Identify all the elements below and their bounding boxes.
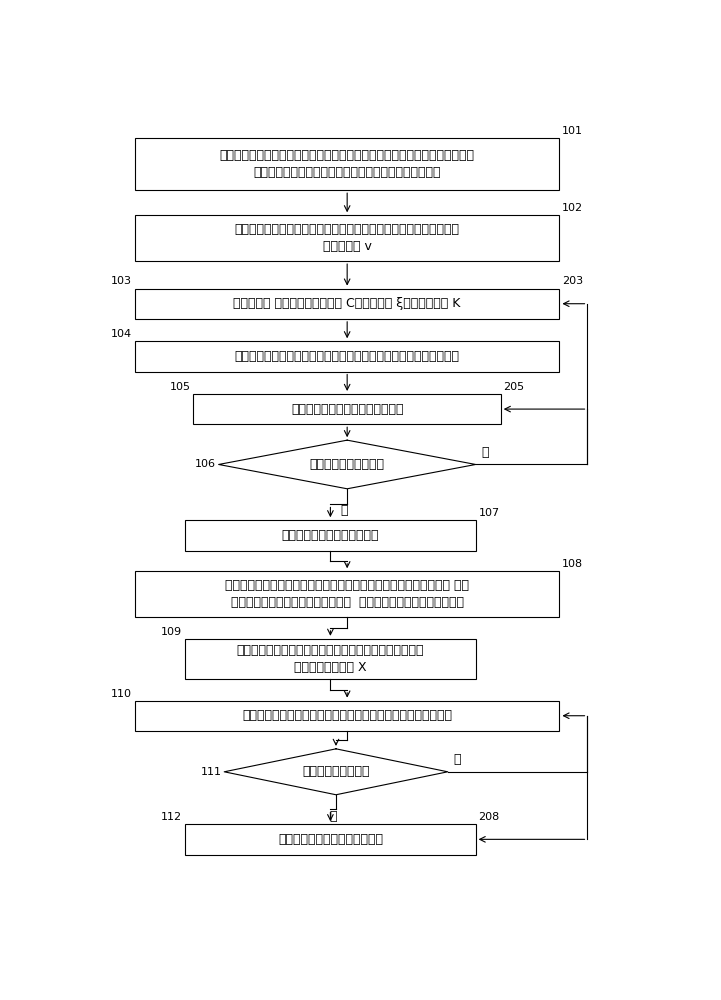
- Bar: [185, 639, 476, 679]
- Text: 设计得到夹层微带天线结构尺寸: 设计得到夹层微带天线结构尺寸: [278, 833, 383, 846]
- Bar: [135, 341, 559, 372]
- Text: 建立夹层微带天线的预测模型: 建立夹层微带天线的预测模型: [282, 529, 379, 542]
- Text: 112: 112: [162, 812, 182, 822]
- Text: 102: 102: [562, 203, 583, 213]
- Text: 106: 106: [195, 459, 216, 469]
- Text: 107: 107: [479, 508, 500, 518]
- Text: 105: 105: [169, 382, 190, 392]
- Text: 111: 111: [200, 767, 221, 777]
- Text: 利用支持向量机建立电性能指标与夹层微带天线结构参数的预测模型: 利用支持向量机建立电性能指标与夹层微带天线结构参数的预测模型: [234, 350, 460, 363]
- Text: 有限元分析软件建立该蜂窝夹层微带天线的参数化模型，分析得到在 夹层
微带天线结构参数为时的最大变形量  、最大许应应力和最大剪切应力: 有限元分析软件建立该蜂窝夹层微带天线的参数化模型，分析得到在 夹层 微带天线结构…: [225, 579, 469, 609]
- Text: 否: 否: [482, 446, 489, 459]
- Bar: [135, 701, 559, 731]
- Text: 电性能是否满足要求: 电性能是否满足要求: [302, 765, 370, 778]
- Text: 用检验数据样本验证模型的正确性: 用检验数据样本验证模型的正确性: [291, 403, 404, 416]
- Bar: [185, 824, 476, 855]
- Text: 是: 是: [329, 810, 337, 823]
- Text: 否: 否: [454, 753, 461, 766]
- Text: 108: 108: [562, 559, 583, 569]
- Text: 数据样本集进行归一化处理，并把归一化数据分成训练数据样本和检
验数据样本 v: 数据样本集进行归一化处理，并把归一化数据分成训练数据样本和检 验数据样本 v: [234, 223, 460, 253]
- Bar: [135, 138, 559, 190]
- Bar: [185, 520, 476, 551]
- Bar: [135, 571, 559, 617]
- Text: 203: 203: [562, 276, 583, 286]
- Text: 205: 205: [504, 382, 525, 392]
- Text: 110: 110: [111, 689, 132, 699]
- Text: 是: 是: [340, 504, 348, 517]
- Text: 208: 208: [479, 812, 500, 822]
- Text: 109: 109: [162, 627, 182, 637]
- Text: 模型精度是否满足要求: 模型精度是否满足要求: [309, 458, 385, 471]
- Text: 104: 104: [111, 329, 132, 339]
- Bar: [135, 215, 559, 261]
- Text: 101: 101: [562, 126, 583, 136]
- Bar: [193, 394, 501, 424]
- Text: 103: 103: [111, 276, 132, 286]
- Text: 建立夹层微带天线的结构参数优化模型，计算得到夹层微
带天线的结构参数 X: 建立夹层微带天线的结构参数优化模型，计算得到夹层微 带天线的结构参数 X: [236, 644, 424, 674]
- Text: 改变蜂窝夹层微带天线的结构参数，通过实测和电磁场有限元仿真得到与之对
应的蜂窝夹层微带天线电性能指标数据，构建数据样本集: 改变蜂窝夹层微带天线的结构参数，通过实测和电磁场有限元仿真得到与之对 应的蜂窝夹…: [220, 149, 474, 179]
- Text: 选择核函数 支持向量机惩罚系数 C，松弛变量 ξ和核函数参数 K: 选择核函数 支持向量机惩罚系数 C，松弛变量 ξ和核函数参数 K: [234, 297, 461, 310]
- Text: 结构参数代入到预测模型即公中，预测出夹层微带天线的电性能: 结构参数代入到预测模型即公中，预测出夹层微带天线的电性能: [242, 709, 452, 722]
- Bar: [135, 289, 559, 319]
